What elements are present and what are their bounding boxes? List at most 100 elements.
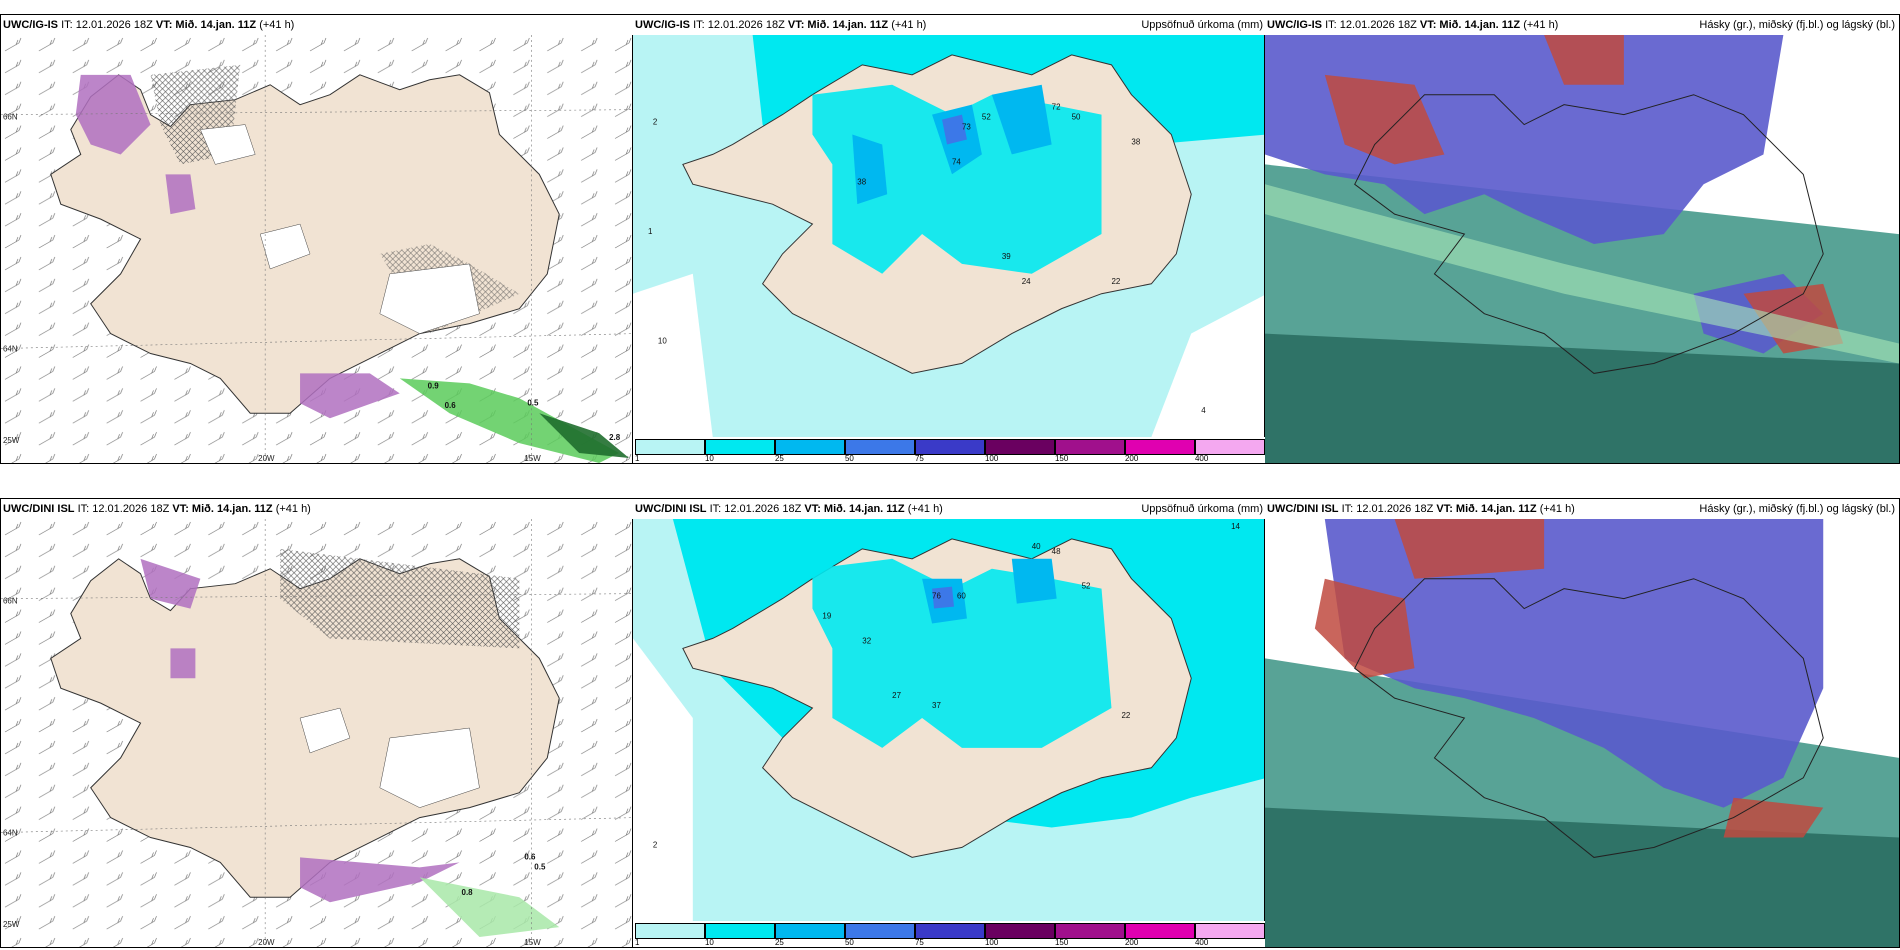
colorbar-swatch <box>774 923 845 939</box>
cloud-band-light <box>1265 184 1899 364</box>
panel-cloud-top: UWC/IG-IS IT: 12.01.2026 18Z VT: Mið. 14… <box>1264 14 1900 464</box>
colorbar-swatch <box>635 439 705 455</box>
precip-value: 27 <box>892 691 901 700</box>
iceland-coastline <box>1354 578 1824 858</box>
value-label: 0.6 <box>524 852 536 861</box>
precip-value: 52 <box>982 113 991 122</box>
value-label: 0.5 <box>527 398 539 407</box>
hatched-area <box>280 548 520 649</box>
value-label: 0.9 <box>428 381 440 390</box>
colorbar-swatch <box>1124 439 1195 455</box>
panel-wind-bottom: UWC/DINI ISL IT: 12.01.2026 18Z VT: Mið.… <box>0 498 636 948</box>
lat-label: 64N <box>3 345 18 354</box>
lon-label: 25W <box>3 920 20 929</box>
no-precip-area <box>633 638 693 921</box>
panel-header: UWC/IG-IS IT: 12.01.2026 18Z VT: Mið. 14… <box>1265 15 1899 35</box>
wind-precip-map[interactable]: 66N 64N 20W 15W 25W 0.5 0.6 0.9 2.8 <box>1 35 635 463</box>
value-label: 0.8 <box>462 888 474 897</box>
lon-label: 15W <box>524 938 541 947</box>
colorbar-tick: 25 <box>774 454 784 463</box>
colorbar-swatch <box>844 439 915 455</box>
high-cloud-area <box>1394 519 1545 579</box>
no-precip-area <box>633 273 713 437</box>
colorbar-swatch <box>914 439 985 455</box>
cloud-map[interactable] <box>1265 519 1899 947</box>
glacier-white <box>379 727 480 808</box>
panel-header: UWC/IG-IS IT: 12.01.2026 18Z VT: Mið. 14… <box>633 15 1267 35</box>
snow-area <box>140 558 201 609</box>
precip-value: 76 <box>932 592 941 601</box>
lat-label: 66N <box>3 113 18 122</box>
colorbar-swatch <box>984 439 1055 455</box>
precip-map[interactable]: 73 52 74 38 72 50 38 39 24 22 2 1 10 4 <box>633 35 1267 437</box>
snow-area <box>165 174 196 215</box>
map-svg: 66N 64N 20W 15W 25W 0.5 0.6 0.9 2.8 <box>1 35 635 463</box>
glacier-white <box>200 124 256 165</box>
panel-header: UWC/DINI ISL IT: 12.01.2026 18Z VT: Mið.… <box>1 499 635 519</box>
value-label: 0.6 <box>445 401 457 410</box>
colorbar-swatch <box>635 923 705 939</box>
colorbar-swatch <box>1194 923 1265 939</box>
precip-value: 37 <box>932 701 941 710</box>
precip-value: 48 <box>1052 547 1061 556</box>
precip-colorbar: 1 10 25 50 75 100 150 200 400 <box>635 437 1265 463</box>
snow-area <box>300 857 460 903</box>
colorbar-tick: 150 <box>1054 938 1069 947</box>
colorbar-swatch <box>704 923 775 939</box>
precip-value: 22 <box>1121 711 1130 720</box>
colorbar-swatch <box>1124 923 1195 939</box>
precip-value: 32 <box>862 636 871 645</box>
precip-value: 14 <box>1231 522 1240 531</box>
rain-area <box>399 378 620 463</box>
high-cloud-area <box>1544 35 1624 85</box>
cloud-map[interactable] <box>1265 35 1899 463</box>
precip-value: 74 <box>952 157 961 166</box>
colorbar-tick: 200 <box>1124 938 1139 947</box>
precip-band-50 <box>932 586 954 609</box>
colorbar-swatch <box>984 923 1055 939</box>
colorbar-tick: 50 <box>844 454 854 463</box>
heavy-rain-area <box>539 413 630 459</box>
colorbar-tick: 1 <box>635 938 640 947</box>
precip-value: 19 <box>822 612 831 621</box>
mid-cloud-area <box>1324 519 1824 808</box>
iceland-coastline <box>1354 94 1824 374</box>
panel-precip-bottom: UWC/DINI ISL IT: 12.01.2026 18Z VT: Mið.… <box>632 498 1268 948</box>
precip-value: 10 <box>658 336 667 345</box>
colorbar-tick: 75 <box>914 938 924 947</box>
glacier-white <box>379 263 480 334</box>
snow-area <box>170 648 196 679</box>
colorbar-tick: 200 <box>1124 454 1139 463</box>
colorbar-swatch <box>774 439 845 455</box>
colorbar-tick: 25 <box>774 938 784 947</box>
lon-label: 20W <box>258 938 275 947</box>
colorbar-swatch <box>1054 439 1125 455</box>
no-precip-area <box>1151 293 1267 437</box>
panel-cloud-bottom: UWC/DINI ISL IT: 12.01.2026 18Z VT: Mið.… <box>1264 498 1900 948</box>
precip-value: 52 <box>1082 582 1091 591</box>
precip-band-25 <box>852 134 888 205</box>
precip-value: 22 <box>1111 277 1120 286</box>
colorbar-tick: 50 <box>844 938 854 947</box>
snow-area <box>300 373 400 419</box>
lon-label: 20W <box>258 454 275 463</box>
panel-wind-top: UWC/IG-IS IT: 12.01.2026 18Z VT: Mið. 14… <box>0 14 636 464</box>
high-cloud-area <box>1324 74 1445 165</box>
panel-header: UWC/DINI ISL IT: 12.01.2026 18Z VT: Mið.… <box>1265 499 1899 519</box>
colorbar-tick: 400 <box>1194 454 1209 463</box>
colorbar-tick: 75 <box>914 454 924 463</box>
precip-value: 4 <box>1201 406 1206 415</box>
glacier-white <box>259 223 311 270</box>
low-cloud-dense <box>1265 333 1899 463</box>
precip-map[interactable]: 76 60 40 48 52 19 32 27 37 22 14 2 <box>633 519 1267 921</box>
colorbar-tick: 10 <box>704 454 714 463</box>
precip-value: 73 <box>962 123 971 132</box>
precip-value: 39 <box>1002 252 1011 261</box>
precip-value: 24 <box>1022 277 1031 286</box>
colorbar-swatch <box>704 439 775 455</box>
wind-precip-map[interactable]: 66N 64N 20W 15W 25W 0.8 0.5 0.6 <box>1 519 635 947</box>
precip-value: 72 <box>1052 103 1061 112</box>
precip-value: 60 <box>957 592 966 601</box>
high-cloud-area <box>1314 578 1415 679</box>
panel-header: UWC/DINI ISL IT: 12.01.2026 18Z VT: Mið.… <box>633 499 1267 519</box>
